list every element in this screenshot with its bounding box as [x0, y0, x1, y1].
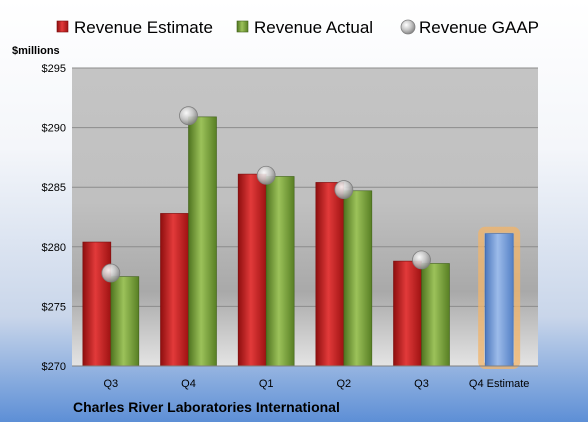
y-tick-label: $295 [42, 63, 66, 75]
legend-swatch [400, 19, 416, 35]
marker-revenue-gaap [256, 165, 276, 185]
marker-revenue-gaap [179, 106, 198, 126]
x-tick-label: Q4 [181, 378, 196, 390]
legend: Revenue Estimate Revenue Actual Revenue GA… [56, 18, 539, 37]
x-axis-ticks: Q3 Q4 Q1 Q2 Q3 Q4 Estimate [103, 378, 529, 390]
y-axis-ticks: $270 $275 $280 $285 $290 $295 [42, 63, 66, 373]
x-tick-label: Q1 [259, 378, 274, 390]
y-tick-label: $290 [42, 123, 66, 135]
marker-revenue-gaap [101, 263, 121, 283]
bar-revenue-estimate [237, 173, 267, 367]
bar-revenue-actual [188, 116, 217, 367]
x-tick-label: Q3 [414, 378, 429, 390]
x-tick-label: Q3 [103, 378, 118, 390]
marker-revenue-gaap [412, 250, 431, 270]
bar-revenue-estimate [393, 260, 422, 367]
bar-revenue-actual [421, 263, 450, 367]
y-tick-label: $275 [42, 301, 66, 313]
legend-label: Revenue GAAP [419, 18, 539, 37]
marker-revenue-gaap [334, 180, 354, 199]
bar-revenue-actual [110, 276, 140, 367]
legend-swatch [56, 20, 69, 33]
x-tick-label: Q2 [336, 378, 351, 390]
bar-revenue-estimate [160, 213, 189, 367]
bar-revenue-actual [265, 176, 295, 367]
y-axis-label: $millions [12, 45, 60, 57]
y-tick-label: $270 [42, 361, 66, 373]
gaap-markers [101, 106, 431, 283]
chart-title: Charles River Laboratories International [73, 399, 340, 415]
legend-swatch [236, 20, 249, 33]
x-tick-label: Q4 Estimate [469, 378, 530, 390]
bars [82, 116, 521, 369]
legend-label: Revenue Estimate [74, 18, 213, 37]
bar-revenue-estimate [315, 182, 345, 367]
bar-q4-estimate [484, 233, 514, 367]
legend-label: Revenue Actual [254, 18, 373, 37]
bar-revenue-actual [343, 190, 373, 367]
plot-area [72, 68, 538, 366]
y-tick-label: $280 [42, 242, 66, 254]
y-tick-label: $285 [42, 182, 66, 194]
bar-revenue-estimate [82, 241, 112, 367]
